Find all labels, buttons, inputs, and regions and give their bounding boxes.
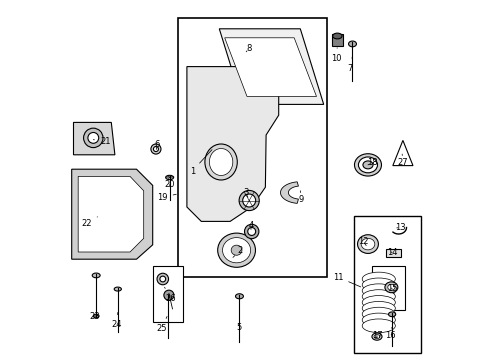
Text: 18: 18 <box>366 158 377 167</box>
Polygon shape <box>280 182 298 203</box>
Text: 17: 17 <box>371 331 382 340</box>
Ellipse shape <box>362 307 394 321</box>
Text: 13: 13 <box>395 223 405 232</box>
Polygon shape <box>392 140 412 166</box>
Text: 21: 21 <box>93 137 110 146</box>
Circle shape <box>242 194 255 207</box>
Text: 27: 27 <box>397 154 407 167</box>
Ellipse shape <box>114 287 121 291</box>
Polygon shape <box>78 176 143 252</box>
Polygon shape <box>224 38 316 96</box>
Polygon shape <box>186 67 278 221</box>
Text: 9: 9 <box>298 191 304 204</box>
Ellipse shape <box>361 238 374 250</box>
Ellipse shape <box>362 313 394 327</box>
Text: 16: 16 <box>385 328 395 340</box>
Ellipse shape <box>362 319 394 333</box>
Polygon shape <box>73 122 115 155</box>
Text: 3: 3 <box>243 188 248 197</box>
Ellipse shape <box>235 294 243 299</box>
Circle shape <box>153 147 158 152</box>
Ellipse shape <box>222 238 250 263</box>
Ellipse shape <box>92 273 100 278</box>
Ellipse shape <box>332 33 342 39</box>
Ellipse shape <box>362 278 394 292</box>
Text: 24: 24 <box>112 312 122 329</box>
Circle shape <box>239 190 259 211</box>
Ellipse shape <box>231 245 242 255</box>
Text: 4: 4 <box>248 220 253 230</box>
Circle shape <box>160 276 165 282</box>
Text: 26: 26 <box>164 287 176 302</box>
Ellipse shape <box>362 272 394 286</box>
Polygon shape <box>219 29 323 104</box>
Ellipse shape <box>362 290 394 303</box>
Text: 7: 7 <box>346 56 352 73</box>
Ellipse shape <box>362 284 394 297</box>
Text: 1: 1 <box>189 150 212 176</box>
Ellipse shape <box>354 154 381 176</box>
Bar <box>371 266 404 310</box>
Ellipse shape <box>387 312 395 317</box>
Text: 6: 6 <box>154 140 160 149</box>
Ellipse shape <box>204 144 237 180</box>
Bar <box>354 216 420 353</box>
Text: 14: 14 <box>386 248 397 257</box>
Circle shape <box>157 273 168 285</box>
Ellipse shape <box>373 335 379 339</box>
Ellipse shape <box>387 284 394 290</box>
Text: 25: 25 <box>156 316 167 333</box>
Text: 15: 15 <box>386 284 397 293</box>
Ellipse shape <box>348 41 356 47</box>
Bar <box>385 249 400 257</box>
Bar <box>178 18 326 277</box>
Bar <box>152 266 183 322</box>
Ellipse shape <box>164 294 171 298</box>
Ellipse shape <box>371 333 381 340</box>
Circle shape <box>83 128 103 148</box>
Text: 19: 19 <box>157 193 176 202</box>
Ellipse shape <box>93 314 99 318</box>
Circle shape <box>151 144 161 154</box>
Ellipse shape <box>362 161 372 169</box>
Text: 23: 23 <box>89 312 100 321</box>
Text: 12: 12 <box>357 238 368 247</box>
Text: 20: 20 <box>164 180 175 189</box>
Polygon shape <box>72 169 152 259</box>
Text: 11: 11 <box>332 273 360 287</box>
Text: 8: 8 <box>245 44 251 53</box>
Text: 5: 5 <box>236 312 242 332</box>
Ellipse shape <box>217 233 255 267</box>
Bar <box>331 34 343 46</box>
Text: 10: 10 <box>330 48 341 63</box>
Circle shape <box>88 132 99 143</box>
Circle shape <box>247 228 255 235</box>
Ellipse shape <box>362 301 394 315</box>
Text: 2: 2 <box>232 246 243 257</box>
Text: 22: 22 <box>81 217 97 229</box>
Ellipse shape <box>357 235 378 253</box>
Circle shape <box>244 224 258 239</box>
Ellipse shape <box>358 157 377 173</box>
Ellipse shape <box>209 149 232 176</box>
Circle shape <box>163 290 174 300</box>
Ellipse shape <box>384 282 397 293</box>
Ellipse shape <box>165 175 173 180</box>
Ellipse shape <box>362 296 394 309</box>
